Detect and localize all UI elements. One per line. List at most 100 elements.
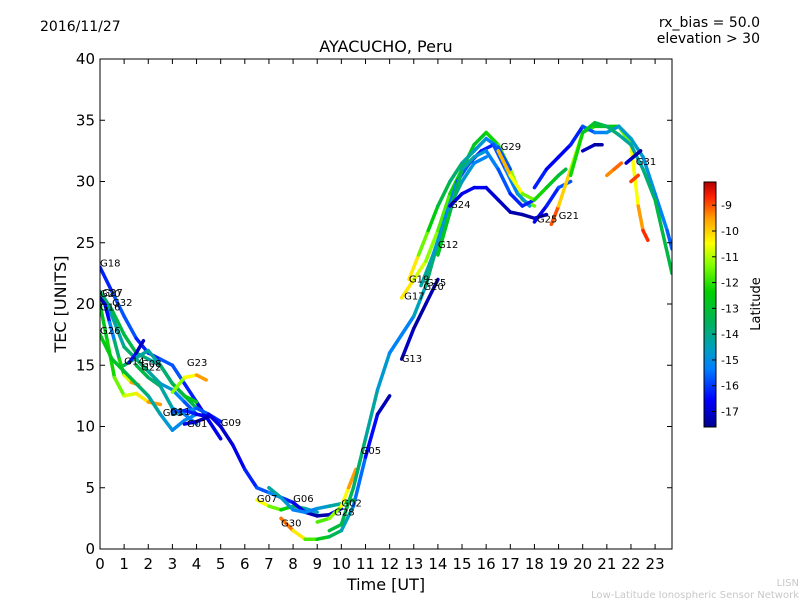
x-tick-label: 17 bbox=[501, 555, 520, 573]
segment-g13 bbox=[424, 277, 440, 306]
segment-g29 bbox=[496, 149, 513, 178]
segment-g30 bbox=[327, 528, 344, 539]
segment-g14 bbox=[182, 394, 199, 404]
sat-label-g27-1: G27 bbox=[102, 288, 122, 299]
segment-g01 bbox=[194, 414, 211, 424]
segment-g05 bbox=[387, 332, 404, 355]
segment-g12 bbox=[436, 210, 452, 257]
sat-label-g32-4: G32 bbox=[112, 298, 132, 309]
segment-g05 bbox=[375, 351, 392, 392]
segment-g31 bbox=[641, 155, 657, 196]
segment-g19 bbox=[472, 136, 488, 153]
x-tick-label: 6 bbox=[240, 555, 250, 573]
segment-g26 bbox=[110, 357, 126, 374]
series-g12-24 bbox=[436, 149, 537, 257]
x-tick-label: 10 bbox=[332, 555, 351, 573]
series-g28-18 bbox=[315, 467, 358, 524]
segment-g22 bbox=[134, 339, 146, 355]
segment-g08 bbox=[158, 384, 175, 410]
segment-g19 bbox=[448, 161, 464, 184]
sat-label-g05-19: G05 bbox=[361, 446, 381, 457]
x-tick-label: 3 bbox=[168, 555, 178, 573]
series-g01-12 bbox=[182, 414, 211, 426]
series-g33-32 bbox=[605, 161, 624, 178]
series-g23-9 bbox=[170, 373, 208, 394]
segment-g17 bbox=[412, 259, 428, 282]
segment-g02 bbox=[315, 504, 332, 511]
segment-g02 bbox=[279, 495, 295, 512]
elevation-note: elevation > 30 bbox=[657, 31, 760, 47]
segment-g26 bbox=[158, 412, 175, 432]
segment-g13 bbox=[412, 302, 428, 331]
sat-label-g25-28: G25 bbox=[537, 214, 557, 225]
series-g22-8 bbox=[127, 339, 146, 365]
colorbar bbox=[703, 181, 717, 428]
segment-g31 bbox=[629, 136, 645, 159]
segment-g33 bbox=[612, 161, 624, 171]
colorbar-label: Latitude bbox=[749, 277, 764, 331]
segment-g10 bbox=[580, 120, 597, 135]
sat-label-g09-13: G09 bbox=[221, 418, 241, 429]
sat-label-g30-16: G30 bbox=[281, 518, 301, 529]
segment-g19 bbox=[496, 145, 513, 171]
segment-g14 bbox=[170, 381, 187, 398]
segment-g24 bbox=[496, 198, 513, 214]
sat-label-g02-17: G02 bbox=[341, 499, 361, 510]
sat-label-g16-3: G16 bbox=[100, 303, 120, 314]
segment-g25 bbox=[544, 185, 561, 208]
sat-label-g03-10: G03 bbox=[163, 408, 183, 419]
segment-g28 bbox=[327, 504, 344, 521]
segment-g26 bbox=[170, 418, 187, 432]
x-tick-label: 14 bbox=[428, 555, 447, 573]
segment-g17 bbox=[436, 192, 452, 233]
segment-g29 bbox=[544, 173, 561, 190]
rx-bias-note: rx_bias = 50.0 bbox=[659, 15, 760, 31]
segment-g31 bbox=[532, 167, 549, 190]
x-tick-label: 11 bbox=[356, 555, 375, 573]
x-tick-label: 1 bbox=[119, 555, 129, 573]
segment-g29 bbox=[508, 173, 525, 196]
segment-g29 bbox=[556, 167, 568, 178]
segment-g16 bbox=[112, 375, 126, 398]
segment-g10 bbox=[641, 167, 657, 202]
sat-label-g23-9: G23 bbox=[187, 358, 207, 369]
segment-g26 bbox=[100, 332, 114, 361]
segment-g08 bbox=[146, 375, 163, 388]
colorbar-ticks: -9 -10 -11 -12 -13 -14 -15 -16 -17 bbox=[712, 199, 739, 419]
segment-g20 bbox=[100, 290, 114, 312]
segment-g05 bbox=[363, 388, 380, 441]
segment-g31 bbox=[544, 155, 561, 171]
segment-g19 bbox=[426, 204, 440, 233]
x-tick-label: 21 bbox=[597, 555, 616, 573]
segment-g18 bbox=[206, 418, 223, 441]
segment-g15 bbox=[479, 143, 496, 153]
segment-g20 bbox=[122, 332, 138, 355]
y-ticks: 0 5 10 15 20 25 30 35 40 bbox=[76, 50, 672, 558]
segment-g30 bbox=[351, 455, 368, 508]
segment-g21 bbox=[636, 204, 645, 233]
credit-lisn: LISN bbox=[777, 578, 799, 589]
series-g30-16 bbox=[279, 394, 392, 541]
x-tick-label: 18 bbox=[525, 555, 544, 573]
sat-label-g08-7: G08 bbox=[141, 359, 161, 370]
segment-g11 bbox=[170, 408, 187, 414]
segment-g21 bbox=[556, 167, 573, 208]
segment-g34 bbox=[629, 173, 640, 184]
segment-g10 bbox=[605, 124, 621, 137]
x-tick-label: 8 bbox=[288, 555, 298, 573]
segment-g30 bbox=[315, 535, 332, 541]
colorbar-tick-label: -14 bbox=[721, 328, 739, 341]
segment-g12 bbox=[508, 192, 525, 208]
segment-g05 bbox=[412, 283, 428, 318]
sat-label-g18-0: G18 bbox=[100, 259, 120, 270]
sat-label-g24-26: G24 bbox=[450, 200, 470, 211]
segment-g16 bbox=[134, 391, 151, 404]
segment-g23 bbox=[170, 375, 187, 394]
segment-g27 bbox=[134, 357, 151, 374]
segment-g27 bbox=[110, 314, 126, 349]
credit-network: Low-Latitude Ionospheric Sensor Network bbox=[591, 590, 799, 600]
sat-label-g13-20: G13 bbox=[402, 354, 422, 365]
segment-g28 bbox=[346, 467, 358, 490]
segment-g15 bbox=[431, 216, 447, 257]
